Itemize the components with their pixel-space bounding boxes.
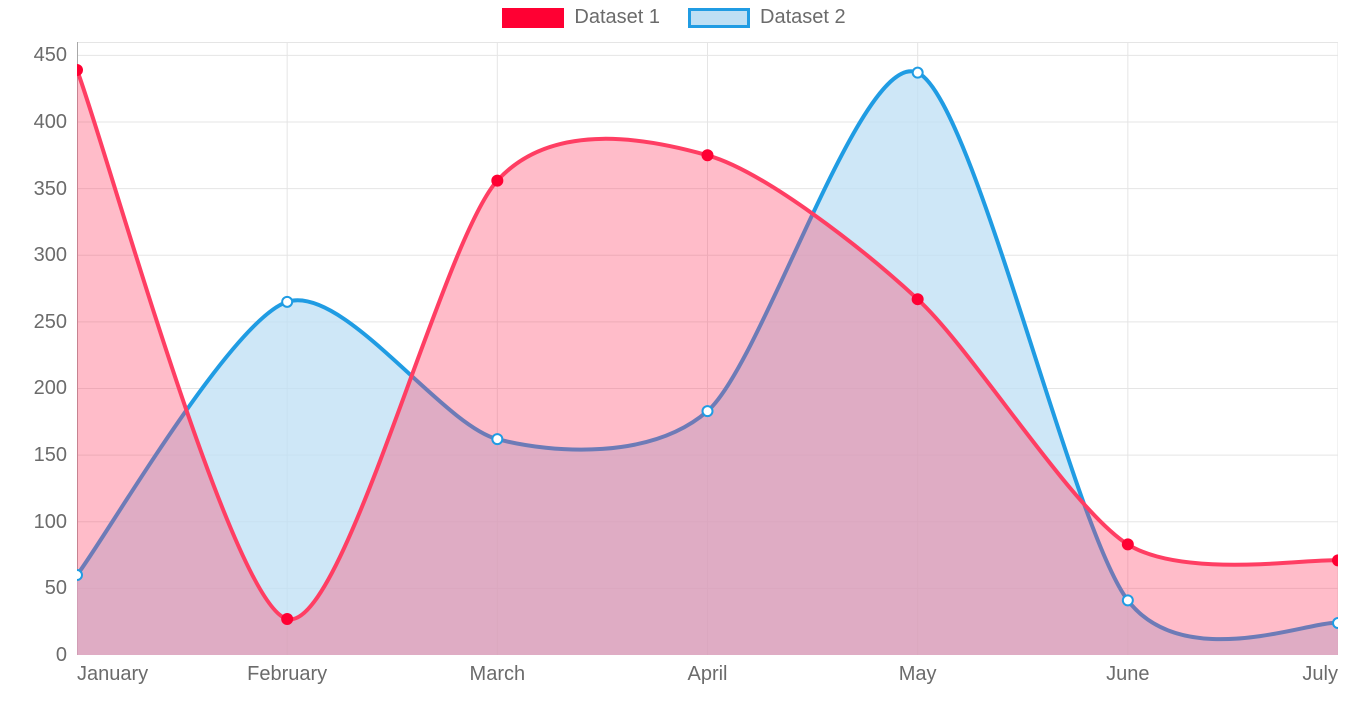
x-tick-label: February (247, 663, 327, 686)
x-tick-label: March (470, 663, 526, 686)
legend-item-dataset-2[interactable]: Dataset 2 (688, 6, 846, 29)
y-tick-label: 100 (34, 511, 67, 534)
area-chart: Dataset 1 Dataset 2 0 50 100 150 200 250 300 35… (0, 0, 1348, 708)
x-tick-label: May (899, 663, 937, 686)
x-tick-label: June (1106, 663, 1149, 686)
legend-label-1: Dataset 1 (574, 6, 660, 29)
y-tick-label: 300 (34, 244, 67, 267)
legend-swatch-2 (688, 8, 750, 28)
y-tick-label: 150 (34, 444, 67, 467)
legend-swatch-1 (502, 8, 564, 28)
x-tick-label: April (687, 663, 727, 686)
legend-label-2: Dataset 2 (760, 6, 846, 29)
y-tick-label: 400 (34, 111, 67, 134)
y-tick-label: 350 (34, 178, 67, 201)
y-tick-label: 50 (45, 577, 67, 600)
plot-area (77, 42, 1338, 655)
y-tick-label: 250 (34, 311, 67, 334)
x-tick-label: January (77, 663, 148, 686)
legend-item-dataset-1[interactable]: Dataset 1 (502, 6, 660, 29)
legend: Dataset 1 Dataset 2 (0, 6, 1348, 29)
y-tick-label: 200 (34, 377, 67, 400)
y-tick-label: 0 (56, 644, 67, 667)
y-tick-label: 450 (34, 44, 67, 67)
x-tick-label: July (1302, 663, 1338, 686)
